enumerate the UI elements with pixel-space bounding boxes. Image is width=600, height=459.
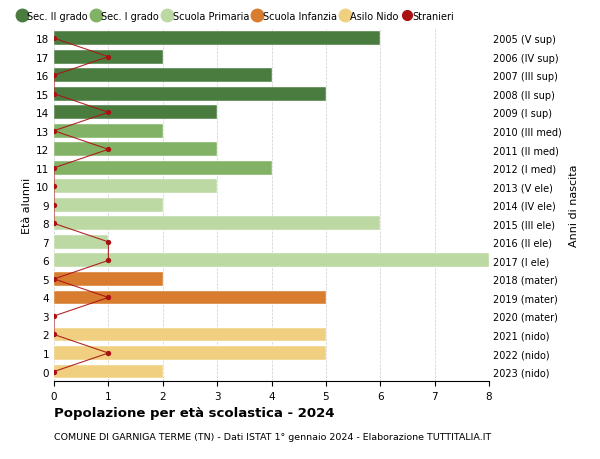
Point xyxy=(104,54,113,61)
Bar xyxy=(54,162,271,175)
Point xyxy=(49,331,59,338)
Point xyxy=(49,183,59,190)
Bar xyxy=(54,328,326,341)
Text: COMUNE DI GARNIGA TERME (TN) - Dati ISTAT 1° gennaio 2024 - Elaborazione TUTTITA: COMUNE DI GARNIGA TERME (TN) - Dati ISTA… xyxy=(54,432,491,442)
Point xyxy=(104,146,113,154)
Bar xyxy=(54,32,380,46)
Y-axis label: Età alunni: Età alunni xyxy=(22,177,32,234)
Point xyxy=(49,35,59,43)
Point xyxy=(49,368,59,375)
Point xyxy=(49,202,59,209)
Bar xyxy=(54,180,217,194)
Point xyxy=(104,257,113,264)
Bar xyxy=(54,69,271,83)
Bar xyxy=(54,143,217,157)
Point xyxy=(104,109,113,117)
Point xyxy=(49,313,59,320)
Point xyxy=(49,165,59,172)
Legend: Sec. II grado, Sec. I grado, Scuola Primaria, Scuola Infanzia, Asilo Nido, Stran: Sec. II grado, Sec. I grado, Scuola Prim… xyxy=(19,11,454,22)
Bar xyxy=(54,347,326,360)
Bar xyxy=(54,217,380,231)
Bar xyxy=(54,272,163,286)
Point xyxy=(49,91,59,98)
Bar xyxy=(54,124,163,139)
Bar xyxy=(54,88,326,101)
Point xyxy=(104,294,113,302)
Point xyxy=(49,220,59,228)
Point xyxy=(49,276,59,283)
Bar xyxy=(54,291,326,305)
Bar xyxy=(54,254,489,268)
Y-axis label: Anni di nascita: Anni di nascita xyxy=(569,164,579,246)
Bar xyxy=(54,235,109,249)
Bar xyxy=(54,106,217,120)
Point xyxy=(49,128,59,135)
Bar xyxy=(54,365,163,379)
Point xyxy=(104,350,113,357)
Point xyxy=(104,239,113,246)
Bar xyxy=(54,50,163,64)
Text: Popolazione per età scolastica - 2024: Popolazione per età scolastica - 2024 xyxy=(54,406,335,419)
Bar xyxy=(54,198,163,213)
Point xyxy=(49,73,59,80)
